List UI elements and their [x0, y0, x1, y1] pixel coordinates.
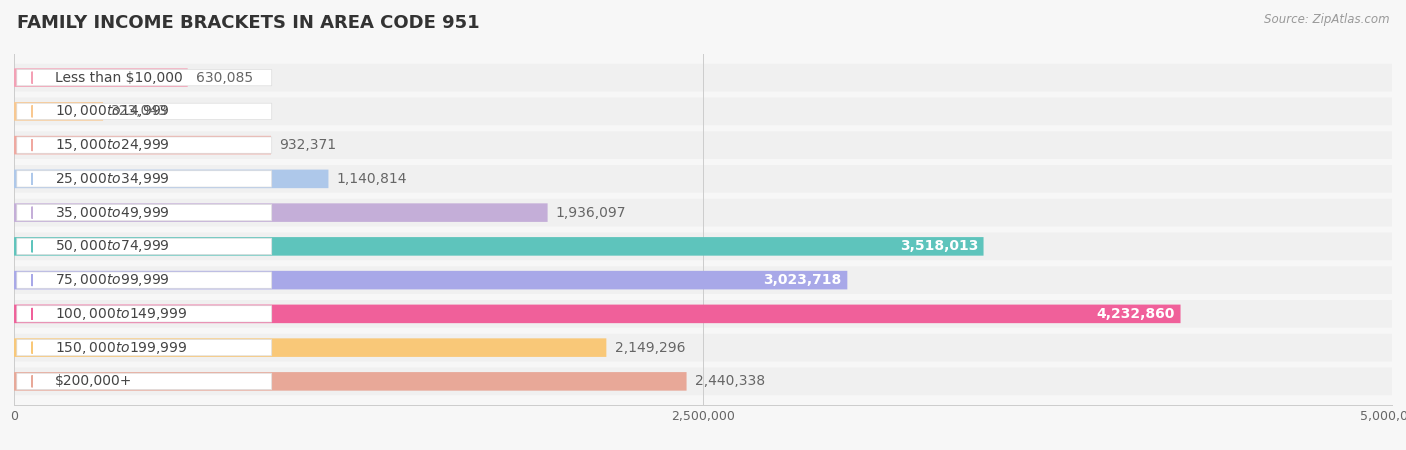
Text: $50,000 to $74,999: $50,000 to $74,999 [55, 238, 170, 254]
FancyBboxPatch shape [17, 306, 271, 322]
FancyBboxPatch shape [14, 170, 329, 188]
Text: 3,023,718: 3,023,718 [763, 273, 842, 287]
Text: $10,000 to $14,999: $10,000 to $14,999 [55, 104, 170, 119]
Text: $35,000 to $49,999: $35,000 to $49,999 [55, 205, 170, 220]
FancyBboxPatch shape [14, 98, 1392, 125]
Text: $15,000 to $24,999: $15,000 to $24,999 [55, 137, 170, 153]
FancyBboxPatch shape [14, 64, 1392, 91]
Text: 1,936,097: 1,936,097 [555, 206, 626, 220]
FancyBboxPatch shape [14, 300, 1392, 328]
FancyBboxPatch shape [17, 238, 271, 255]
Text: 3,518,013: 3,518,013 [900, 239, 979, 253]
FancyBboxPatch shape [17, 171, 271, 187]
FancyBboxPatch shape [17, 137, 271, 153]
Text: 323,043: 323,043 [111, 104, 169, 118]
Text: FAMILY INCOME BRACKETS IN AREA CODE 951: FAMILY INCOME BRACKETS IN AREA CODE 951 [17, 14, 479, 32]
Text: 2,149,296: 2,149,296 [614, 341, 685, 355]
FancyBboxPatch shape [14, 338, 606, 357]
Text: 932,371: 932,371 [280, 138, 336, 152]
FancyBboxPatch shape [14, 102, 103, 121]
Text: 2,440,338: 2,440,338 [695, 374, 765, 388]
FancyBboxPatch shape [14, 334, 1392, 361]
FancyBboxPatch shape [14, 237, 984, 256]
FancyBboxPatch shape [17, 272, 271, 288]
FancyBboxPatch shape [14, 136, 271, 154]
Text: Less than $10,000: Less than $10,000 [55, 71, 183, 85]
FancyBboxPatch shape [14, 203, 547, 222]
FancyBboxPatch shape [14, 266, 1392, 294]
FancyBboxPatch shape [14, 368, 1392, 395]
FancyBboxPatch shape [14, 233, 1392, 260]
FancyBboxPatch shape [14, 372, 686, 391]
Text: $25,000 to $34,999: $25,000 to $34,999 [55, 171, 170, 187]
Text: 4,232,860: 4,232,860 [1097, 307, 1175, 321]
FancyBboxPatch shape [17, 373, 271, 390]
FancyBboxPatch shape [17, 339, 271, 356]
FancyBboxPatch shape [14, 199, 1392, 226]
FancyBboxPatch shape [14, 271, 848, 289]
FancyBboxPatch shape [17, 69, 271, 86]
Text: 1,140,814: 1,140,814 [336, 172, 408, 186]
FancyBboxPatch shape [17, 103, 271, 120]
Text: $150,000 to $199,999: $150,000 to $199,999 [55, 340, 187, 356]
FancyBboxPatch shape [14, 165, 1392, 193]
Text: 630,085: 630,085 [195, 71, 253, 85]
FancyBboxPatch shape [14, 68, 187, 87]
FancyBboxPatch shape [14, 305, 1181, 323]
FancyBboxPatch shape [17, 204, 271, 221]
Text: $75,000 to $99,999: $75,000 to $99,999 [55, 272, 170, 288]
FancyBboxPatch shape [14, 131, 1392, 159]
Text: $100,000 to $149,999: $100,000 to $149,999 [55, 306, 187, 322]
Text: Source: ZipAtlas.com: Source: ZipAtlas.com [1264, 14, 1389, 27]
Text: $200,000+: $200,000+ [55, 374, 132, 388]
